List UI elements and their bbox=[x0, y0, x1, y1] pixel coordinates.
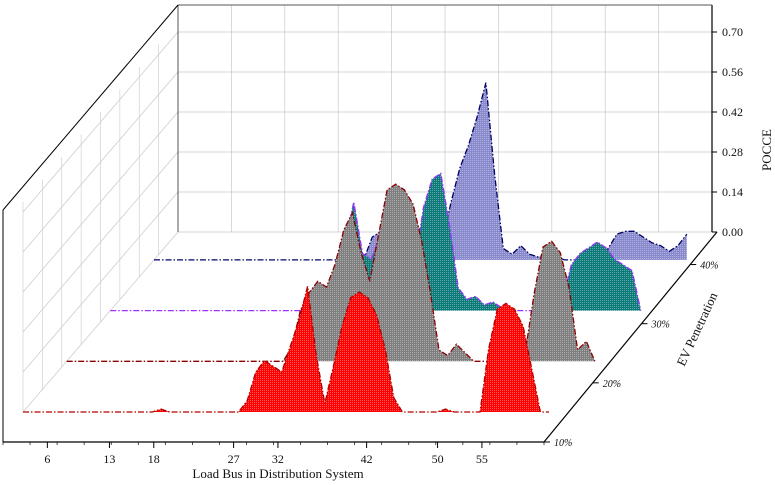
x-tick-label: 27 bbox=[228, 452, 240, 466]
z-tick-label: 0.42 bbox=[722, 105, 743, 119]
x-tick-label: 55 bbox=[476, 452, 488, 466]
x-tick-label: 6 bbox=[44, 452, 50, 466]
z-tick-label: 0.14 bbox=[722, 185, 743, 199]
z-tick-label: 0.70 bbox=[722, 25, 743, 39]
y-tick-label: 40% bbox=[700, 261, 718, 272]
series-20-pct bbox=[66, 183, 596, 363]
side-top-edge bbox=[2, 4, 179, 211]
series-10-pct bbox=[23, 286, 549, 413]
x-tick-label: 32 bbox=[272, 452, 284, 466]
z-tick-label: 0.28 bbox=[722, 145, 743, 159]
axis-walls bbox=[2, 4, 718, 448]
x-tick-label: 18 bbox=[148, 452, 160, 466]
y-tick-label: 10% bbox=[554, 438, 572, 449]
x-tick-label: 13 bbox=[103, 452, 115, 466]
y-axis-line bbox=[543, 231, 718, 443]
series-layer bbox=[23, 82, 688, 413]
area-texture bbox=[66, 184, 595, 362]
z-tick-label: 0.00 bbox=[722, 225, 743, 239]
x-tick-label: 42 bbox=[361, 452, 373, 466]
y-tick-label: 30% bbox=[650, 320, 669, 331]
y-tick-label: 20% bbox=[603, 379, 621, 390]
area-outline bbox=[66, 183, 596, 363]
z-axis-title: POCCE bbox=[759, 129, 774, 171]
area-outline bbox=[110, 172, 642, 312]
x-tick-label: 50 bbox=[432, 452, 444, 466]
area-texture bbox=[154, 82, 687, 260]
z-tick-label: 0.56 bbox=[722, 65, 743, 79]
area-texture bbox=[23, 286, 549, 412]
area-outline bbox=[23, 286, 549, 413]
y-axis-title: EV Penetration bbox=[673, 289, 720, 368]
x-axis-title: Load Bus in Distribution System bbox=[192, 466, 363, 481]
